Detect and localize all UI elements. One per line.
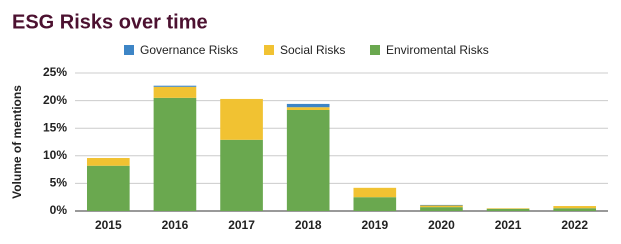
legend-label: Governance Risks — [140, 43, 238, 57]
bar-segment — [486, 208, 530, 209]
bar-segment — [153, 85, 197, 87]
x-tick-label: 2020 — [428, 218, 455, 232]
y-tick-label: 25% — [43, 65, 67, 79]
bar-segment — [486, 208, 530, 211]
x-tick-label: 2017 — [228, 218, 255, 232]
x-tick-label: 2015 — [95, 218, 122, 232]
legend-swatch — [264, 45, 274, 55]
y-tick-label: 0% — [50, 203, 68, 217]
y-tick-label: 5% — [50, 176, 68, 190]
y-tick-label: 20% — [43, 93, 67, 107]
bar-segment — [86, 165, 130, 211]
bar-segment — [420, 207, 463, 211]
x-tick-label: 2018 — [295, 218, 322, 232]
bar-segment — [553, 206, 597, 209]
bar-segment — [220, 139, 263, 211]
x-tick-label: 2022 — [561, 218, 588, 232]
legend-label: Enviromental Risks — [386, 43, 489, 57]
legend-label: Social Risks — [280, 43, 345, 57]
chart-title: ESG Risks over time — [12, 11, 208, 33]
bar-segment — [153, 97, 197, 211]
y-axis-label: Volume of mentions — [10, 85, 24, 199]
x-tick-label: 2021 — [495, 218, 522, 232]
bar-segment — [553, 208, 597, 211]
bar-segment — [286, 107, 330, 110]
bar-segment — [86, 158, 130, 166]
legend-swatch — [370, 45, 380, 55]
legend-swatch — [124, 45, 134, 55]
bar-segment — [353, 197, 397, 211]
y-tick-label: 15% — [43, 120, 67, 134]
bar-segment — [220, 98, 263, 140]
bar-segment — [353, 187, 397, 198]
bar-segment — [286, 109, 330, 211]
bar-segment — [286, 103, 330, 108]
x-tick-label: 2019 — [361, 218, 388, 232]
x-tick-label: 2016 — [162, 218, 189, 232]
bar-segment — [420, 205, 463, 208]
y-tick-label: 10% — [43, 148, 67, 162]
bar-segment — [420, 204, 463, 206]
bar-segment — [153, 86, 197, 98]
